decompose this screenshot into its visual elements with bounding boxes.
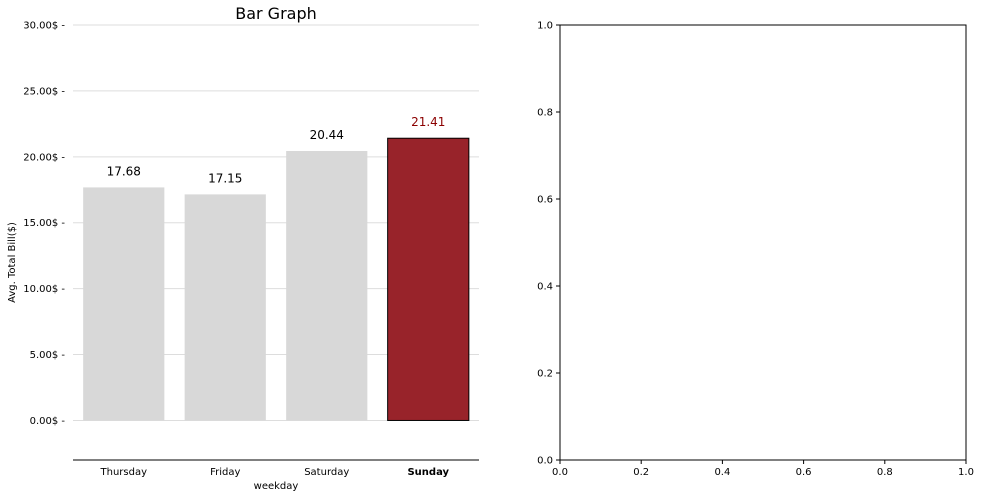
y-tick-labels: 0.00$ - 5.00$ - 10.00$ - 15.00$ - 20.00$ - 25… — [23, 21, 65, 427]
y-tick-label: 0.2 — [537, 369, 553, 380]
y-tick-label: 5.00$ - — [30, 350, 66, 361]
x-tick-label: 0.8 — [877, 467, 893, 478]
bar-sunday — [387, 137, 470, 421]
chart-title: Bar Graph — [235, 4, 317, 23]
data-labels: 17.68 17.15 20.44 21.41 — [107, 115, 446, 185]
x-tick-label: 0.2 — [633, 467, 649, 478]
x-axis-label: weekday — [254, 481, 299, 492]
bars — [83, 137, 470, 421]
x-tick-labels: Thursday Friday Saturday Sunday — [100, 467, 450, 478]
x-tick-label-thursday: Thursday — [100, 467, 148, 478]
x-tick-label: 0.0 — [552, 467, 568, 478]
y-tick-label: 0.0 — [537, 456, 553, 467]
bar-friday — [184, 194, 266, 421]
y-tick-label: 0.8 — [537, 108, 553, 119]
empty-axes: 0.0 0.2 0.4 0.6 0.8 1.0 0.0 0.2 0.4 0.6 0.8 1.0 — [537, 21, 974, 479]
x-tick-label-sunday: Sunday — [407, 467, 449, 478]
y-tick-label: 25.00$ - — [23, 86, 65, 97]
x-ticks: 0.0 0.2 0.4 0.6 0.8 1.0 — [552, 460, 974, 478]
x-tick-label: 0.6 — [796, 467, 812, 478]
y-tick-label: 0.4 — [537, 282, 553, 293]
x-tick-label-saturday: Saturday — [304, 467, 349, 478]
axes-frame — [559, 24, 967, 461]
data-label-saturday: 20.44 — [310, 128, 344, 142]
y-tick-label: 0.6 — [537, 195, 553, 206]
bar-thursday — [83, 187, 165, 421]
y-tick-label: 15.00$ - — [23, 218, 65, 229]
bar-saturday — [286, 151, 368, 421]
x-tick-label: 0.4 — [714, 467, 730, 478]
y-tick-label: 10.00$ - — [23, 284, 65, 295]
y-tick-label: 20.00$ - — [23, 152, 65, 163]
y-tick-label: 0.00$ - — [30, 416, 66, 427]
y-tick-label: 1.0 — [537, 21, 553, 32]
data-label-friday: 17.15 — [208, 171, 242, 185]
y-tick-label: 30.00$ - — [23, 21, 65, 32]
x-tick-label: 1.0 — [958, 467, 974, 478]
y-ticks: 0.0 0.2 0.4 0.6 0.8 1.0 — [537, 21, 560, 467]
x-tick-label-friday: Friday — [210, 467, 240, 478]
bar-chart: 0.00$ - 5.00$ - 10.00$ - 15.00$ - 20.00$ - 25… — [7, 4, 479, 492]
data-label-sunday: 21.41 — [411, 115, 445, 129]
data-label-thursday: 17.68 — [107, 164, 141, 178]
y-axis-label: Avg. Total Bill($) — [7, 222, 18, 303]
